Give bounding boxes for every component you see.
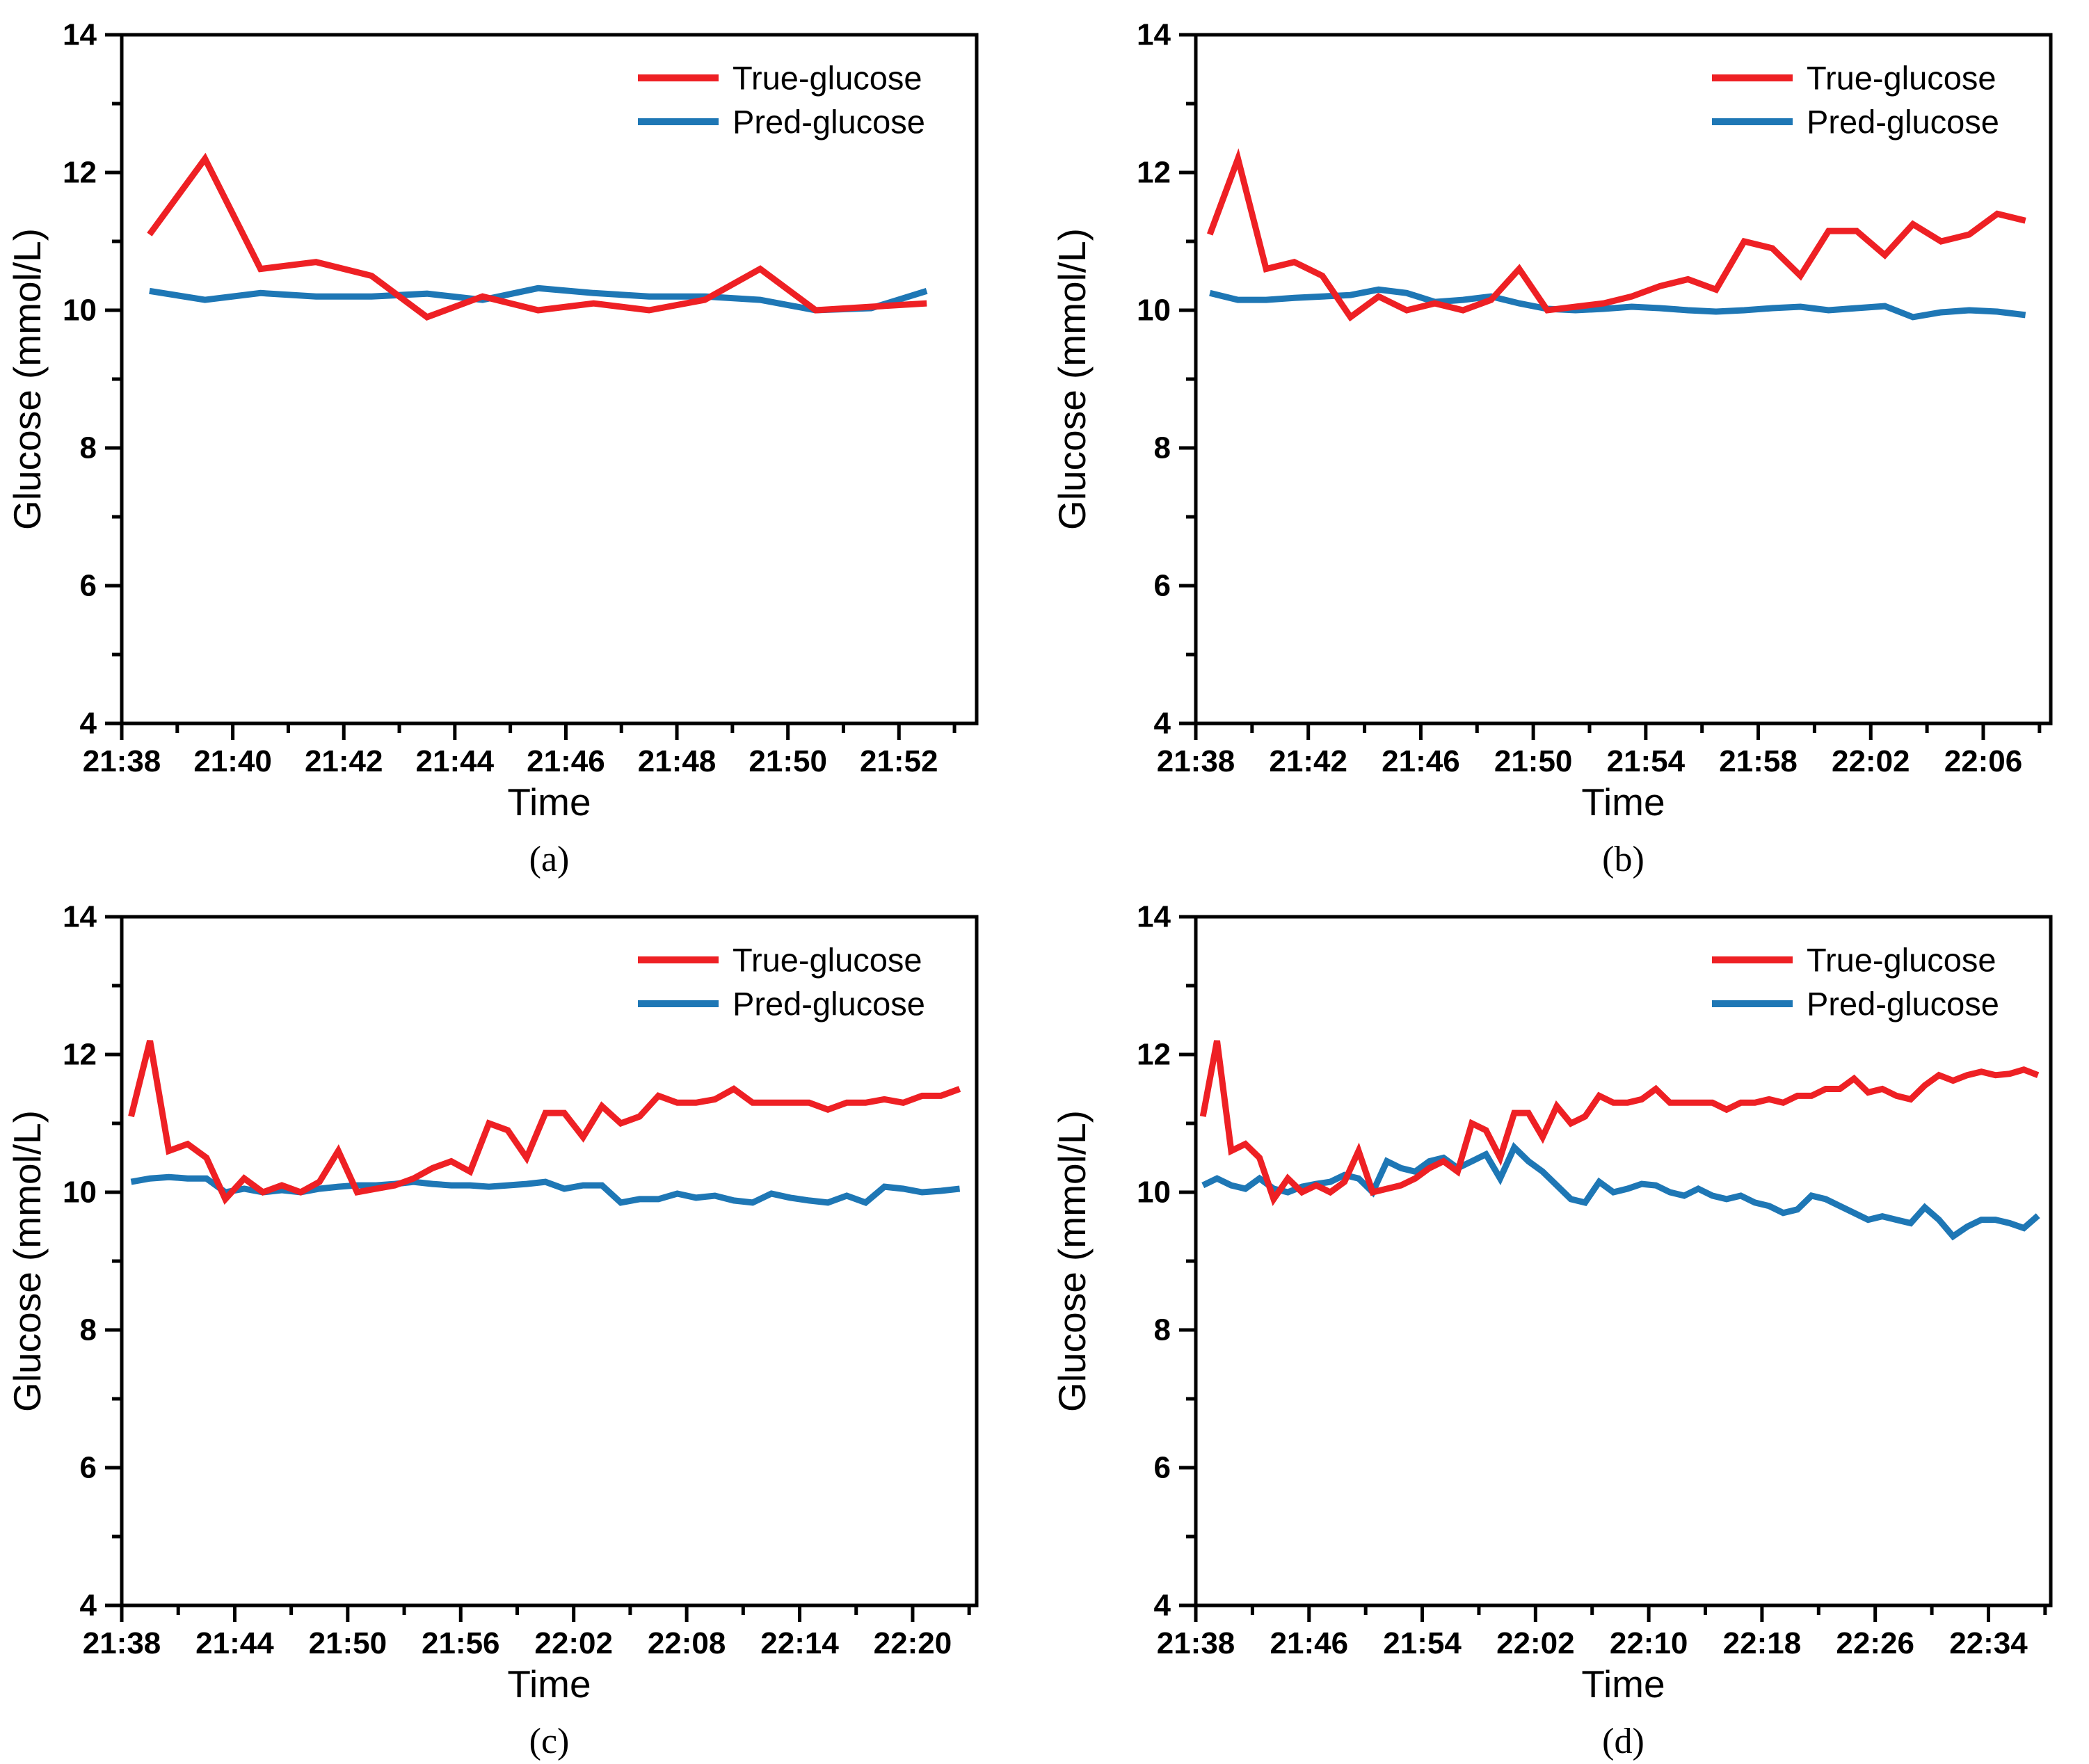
y-tick-label: 6 [1154, 569, 1171, 603]
legend-label-true-glucose: True-glucose [733, 60, 922, 97]
chart-panel-b: 21:38 21:42 21:46 21:50 21:54 21:58 22:02 22:06… [1050, 18, 2053, 879]
y-tick-label: 12 [63, 1038, 97, 1072]
y-tick-label: 4 [80, 1589, 97, 1623]
panel-caption: (b) [1602, 840, 1644, 879]
x-tick-label: 21:38 [83, 1626, 161, 1660]
y-tick-label: 8 [1154, 1313, 1171, 1347]
y-tick-label: 10 [1137, 294, 1171, 328]
series-line-pred-glucose [1209, 286, 2026, 321]
y-tick-label: 8 [80, 1313, 97, 1347]
legend-label-pred-glucose: Pred-glucose [1807, 986, 1999, 1023]
x-axis-title: Time [507, 780, 591, 824]
y-axis-title: Glucose (mmol/L) [1050, 228, 1094, 530]
chart-panel-a: 21:38 21:40 21:42 21:44 21:46 21:48 21:50 21:52… [6, 18, 979, 879]
x-tick-label: 21:42 [1269, 744, 1347, 778]
legend-label-true-glucose: True-glucose [733, 942, 922, 979]
y-tick-label: 14 [1137, 900, 1171, 934]
y-tick-label: 4 [80, 707, 97, 741]
series-line-true-glucose [128, 1040, 961, 1205]
subplot-c: 21:38 21:44 21:50 21:56 22:02 22:08 22:14 22:20… [0, 882, 1044, 1764]
x-tick-label: 21:44 [195, 1626, 274, 1660]
y-tick-label: 12 [1137, 1038, 1171, 1072]
legend-label-pred-glucose: Pred-glucose [733, 104, 925, 141]
y-tick-label: 12 [63, 156, 97, 190]
panel-caption: (d) [1602, 1722, 1644, 1761]
y-tick-label: 8 [80, 431, 97, 465]
x-tick-label: 22:02 [534, 1626, 613, 1660]
x-tick-label: 22:08 [648, 1626, 726, 1660]
x-tick-label: 22:14 [760, 1626, 839, 1660]
y-tick-label: 6 [1154, 1451, 1171, 1485]
x-tick-label: 21:42 [305, 744, 383, 778]
panel-caption: (a) [529, 840, 570, 879]
x-tick-label: 21:38 [1157, 744, 1235, 778]
panel-caption: (c) [529, 1722, 570, 1761]
x-axis-title: Time [1581, 780, 1665, 824]
y-axis-title: Glucose (mmol/L) [1050, 1110, 1094, 1412]
x-tick-label: 21:58 [1719, 744, 1798, 778]
chart-panel-c: 21:38 21:44 21:50 21:56 22:02 22:08 22:14 22:20… [6, 900, 979, 1761]
x-tick-label: 22:06 [1944, 744, 2023, 778]
subplot-a: 21:38 21:40 21:42 21:44 21:46 21:48 21:50 21:52… [0, 0, 1044, 882]
x-tick-label: 21:46 [1382, 744, 1460, 778]
x-tick-label: 21:38 [83, 744, 161, 778]
legend-label-true-glucose: True-glucose [1807, 60, 1996, 97]
subplot-b: 21:38 21:42 21:46 21:50 21:54 21:58 22:02 22:06… [1045, 0, 2089, 882]
y-tick-label: 8 [1154, 431, 1171, 465]
x-tick-label: 22:26 [1836, 1626, 1914, 1660]
y-tick-label: 10 [63, 1176, 97, 1210]
series-line-true-glucose [147, 152, 927, 321]
series-line-pred-glucose [1201, 1141, 2040, 1241]
y-tick-label: 4 [1154, 707, 1171, 741]
x-tick-label: 22:20 [874, 1626, 952, 1660]
x-tick-label: 21:50 [1494, 744, 1573, 778]
y-tick-label: 10 [1137, 1176, 1171, 1210]
x-tick-label: 21:50 [309, 1626, 387, 1660]
y-axis-title: Glucose (mmol/L) [6, 228, 49, 530]
y-tick-label: 12 [1137, 156, 1171, 190]
series-line-true-glucose [1206, 148, 2026, 322]
x-axis-title: Time [1581, 1662, 1665, 1706]
subplot-d: 21:38 21:46 21:54 22:02 22:10 22:18 22:26 22:34… [1045, 882, 2089, 1764]
x-tick-label: 21:40 [193, 744, 272, 778]
x-tick-label: 21:46 [527, 744, 605, 778]
y-tick-label: 14 [63, 18, 97, 52]
x-tick-label: 22:34 [1949, 1626, 2028, 1660]
y-axis-title: Glucose (mmol/L) [6, 1110, 49, 1412]
legend-label-pred-glucose: Pred-glucose [1807, 104, 1999, 141]
y-tick-label: 14 [1137, 18, 1171, 52]
series-line-true-glucose [1199, 1040, 2040, 1206]
series-line-pred-glucose [149, 284, 928, 314]
x-tick-label: 21:52 [860, 744, 938, 778]
x-axis-title: Time [507, 1662, 591, 1706]
y-tick-label: 6 [80, 1451, 97, 1485]
x-tick-label: 22:02 [1496, 1626, 1575, 1660]
x-tick-label: 21:50 [749, 744, 827, 778]
chart-panel-d: 21:38 21:46 21:54 22:02 22:10 22:18 22:26 22:34… [1050, 900, 2053, 1761]
y-tick-label: 10 [63, 294, 97, 328]
legend-label-pred-glucose: Pred-glucose [733, 986, 925, 1023]
y-tick-label: 6 [80, 569, 97, 603]
x-tick-label: 22:18 [1723, 1626, 1802, 1660]
x-tick-label: 21:54 [1383, 1626, 1462, 1660]
x-tick-label: 22:10 [1610, 1626, 1688, 1660]
x-tick-label: 21:56 [422, 1626, 500, 1660]
y-tick-label: 14 [63, 900, 97, 934]
y-tick-label: 4 [1154, 1589, 1171, 1623]
x-tick-label: 21:44 [416, 744, 495, 778]
x-tick-label: 21:48 [638, 744, 717, 778]
x-tick-label: 22:02 [1832, 744, 1910, 778]
x-tick-label: 21:54 [1607, 744, 1686, 778]
x-tick-label: 21:38 [1157, 1626, 1235, 1660]
x-tick-label: 21:46 [1270, 1626, 1349, 1660]
legend-label-true-glucose: True-glucose [1807, 942, 1996, 979]
